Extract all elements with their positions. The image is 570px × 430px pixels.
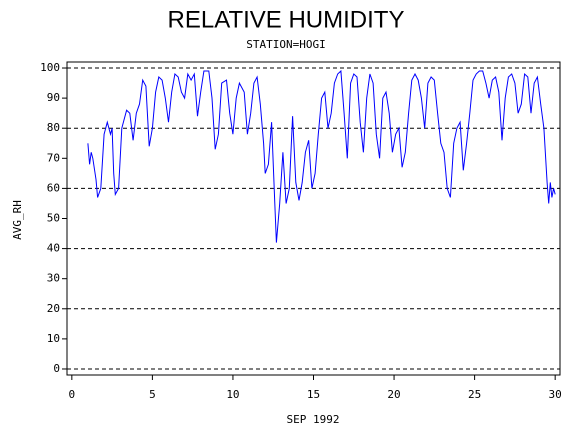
chart-subtitle: STATION=HOGI: [246, 38, 325, 51]
x-tick-label: 25: [468, 388, 481, 401]
y-tick-label: 100: [40, 61, 60, 74]
y-tick-label: 80: [47, 121, 60, 134]
x-tick-label: 5: [149, 388, 156, 401]
x-tick-label: 10: [226, 388, 239, 401]
y-tick-label: 50: [47, 212, 60, 225]
data-line: [87, 69, 556, 243]
y-tick-label: 90: [47, 91, 60, 104]
x-tick-label: 30: [549, 388, 562, 401]
y-tick-label: 30: [47, 272, 60, 285]
x-tick-label: 15: [307, 388, 320, 401]
x-tick-label: 20: [387, 388, 400, 401]
y-tick-label: 70: [47, 151, 60, 164]
x-tick-label: 0: [69, 388, 76, 401]
y-axis-label: AVG_RH: [11, 200, 24, 240]
x-axis-label: SEP 1992: [287, 413, 340, 426]
y-tick-label: 10: [47, 332, 60, 345]
chart-title: RELATIVE HUMIDITY: [168, 6, 405, 33]
plot-frame: [66, 61, 561, 376]
y-tick-label: 0: [53, 362, 60, 375]
y-tick-label: 40: [47, 242, 60, 255]
y-tick-label: 20: [47, 302, 60, 315]
y-tick-label: 60: [47, 181, 60, 194]
